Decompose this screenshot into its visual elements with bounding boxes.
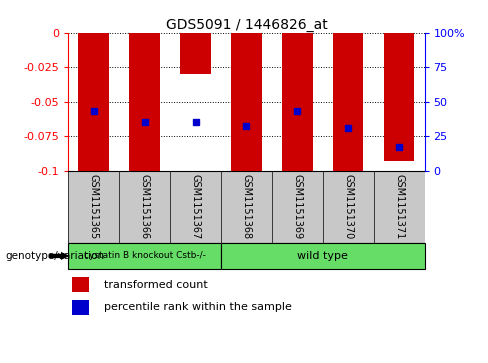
Bar bbox=[282, 33, 313, 171]
Text: GSM1151365: GSM1151365 bbox=[89, 174, 99, 240]
Text: GSM1151366: GSM1151366 bbox=[140, 174, 150, 239]
Text: wild type: wild type bbox=[297, 251, 348, 261]
Text: genotype/variation: genotype/variation bbox=[5, 251, 104, 261]
Bar bbox=[221, 243, 425, 269]
Title: GDS5091 / 1446826_at: GDS5091 / 1446826_at bbox=[165, 18, 327, 32]
Bar bbox=[231, 33, 262, 171]
Text: transformed count: transformed count bbox=[104, 280, 208, 290]
Bar bbox=[68, 243, 221, 269]
Text: cystatin B knockout Cstb-/-: cystatin B knockout Cstb-/- bbox=[84, 252, 205, 260]
Bar bbox=[79, 33, 109, 171]
Bar bbox=[72, 299, 89, 315]
Bar bbox=[333, 33, 364, 171]
Bar bbox=[72, 277, 89, 292]
Bar bbox=[384, 33, 414, 161]
Text: GSM1151369: GSM1151369 bbox=[292, 174, 303, 239]
Bar bbox=[180, 33, 211, 74]
Text: GSM1151371: GSM1151371 bbox=[394, 174, 404, 240]
Text: percentile rank within the sample: percentile rank within the sample bbox=[104, 302, 292, 312]
Bar bbox=[129, 33, 160, 171]
Text: GSM1151367: GSM1151367 bbox=[190, 174, 201, 240]
Text: GSM1151368: GSM1151368 bbox=[242, 174, 251, 239]
Text: GSM1151370: GSM1151370 bbox=[343, 174, 353, 240]
